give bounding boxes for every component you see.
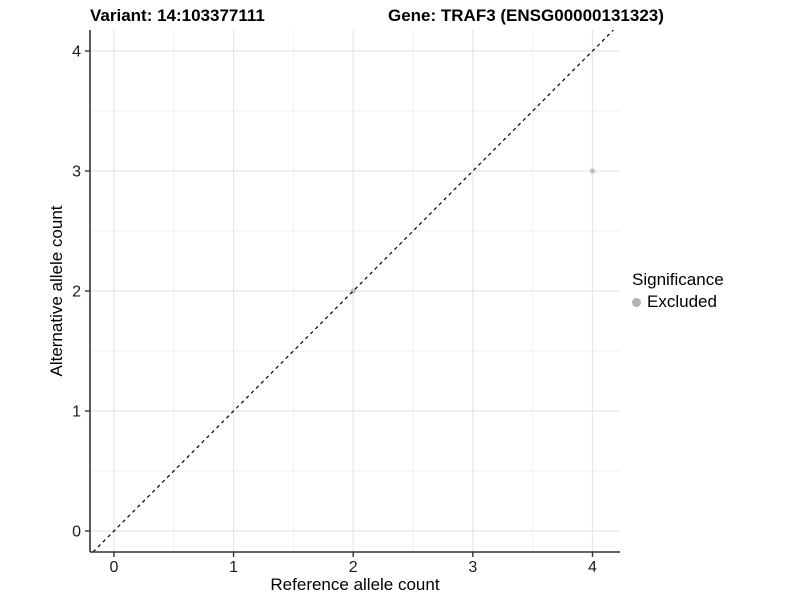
legend: Significance Excluded [632,270,724,312]
legend-title: Significance [632,270,724,289]
x-tick-label: 0 [109,559,118,576]
y-tick-label: 2 [72,284,81,301]
legend-item-label: Excluded [647,292,717,311]
gene-title: Gene: TRAF3 (ENSG00000131323) [388,6,664,25]
legend-item-excluded: Excluded [632,292,724,312]
x-axis-title: Reference allele count [270,575,440,594]
y-tick-label: 1 [72,404,81,421]
x-tick-label: 4 [588,559,597,576]
x-tick-label: 3 [468,559,477,576]
y-tick-label: 0 [72,524,81,541]
x-tick-label: 1 [229,559,238,576]
variant-title: Variant: 14:103377111 [90,6,265,25]
excluded-point-icon [632,297,641,307]
y-tick-label: 3 [72,164,81,181]
y-tick-label: 4 [72,44,81,61]
data-point [589,168,596,174]
x-tick-label: 2 [349,559,358,576]
